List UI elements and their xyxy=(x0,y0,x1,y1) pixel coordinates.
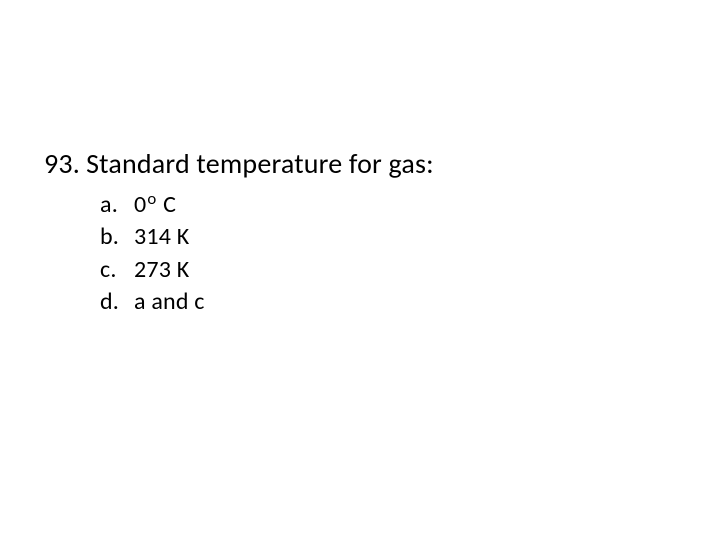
options-list: a. 0o C b. 314 K c. 273 K d. a and c xyxy=(100,189,434,319)
option-marker: d. xyxy=(100,286,134,318)
question-text: Standard temperature for gas: xyxy=(86,146,434,181)
question-line: 93. Standard temperature for gas: xyxy=(44,146,434,181)
option-text: 314 K xyxy=(134,221,189,253)
option-a-after: C xyxy=(157,190,176,219)
option-a: a. 0o C xyxy=(100,189,434,221)
option-text: 273 K xyxy=(134,254,189,286)
option-marker: a. xyxy=(100,189,134,221)
option-text: a and c xyxy=(134,286,205,318)
option-a-before: 0 xyxy=(134,190,146,219)
question-block: 93. Standard temperature for gas: a. 0o … xyxy=(44,146,434,319)
option-text: 0o C xyxy=(134,189,176,221)
option-c: c. 273 K xyxy=(100,254,434,286)
option-b: b. 314 K xyxy=(100,221,434,253)
option-a-superscript: o xyxy=(147,188,156,209)
option-marker: c. xyxy=(100,254,134,286)
option-d: d. a and c xyxy=(100,286,434,318)
question-number: 93. xyxy=(44,146,80,181)
option-marker: b. xyxy=(100,221,134,253)
